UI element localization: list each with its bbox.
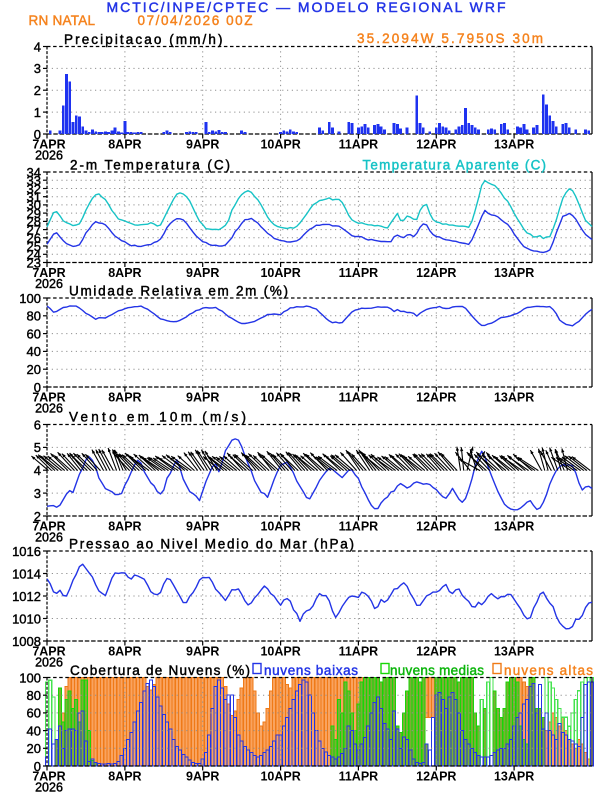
svg-text:7APR: 7APR [32,138,65,152]
svg-text:Temperatura Aparente (C): Temperatura Aparente (C) [363,158,547,173]
svg-text:4: 4 [34,463,41,478]
svg-text:23: 23 [27,255,41,270]
svg-text:31: 31 [27,190,41,205]
svg-text:10APR: 10APR [260,520,300,534]
svg-text:80: 80 [27,309,41,324]
svg-text:11APR: 11APR [339,266,379,280]
svg-text:5: 5 [34,440,41,455]
svg-text:40: 40 [27,723,41,738]
svg-text:13APR: 13APR [494,520,534,534]
svg-text:9APR: 9APR [186,770,219,784]
svg-text:MCTIC/INPE/CPTEC — MODELO REGI: MCTIC/INPE/CPTEC — MODELO REGIONAL WRF [107,0,506,15]
svg-text:nuvens baixas: nuvens baixas [264,663,358,678]
svg-text:24: 24 [27,247,41,262]
svg-text:40: 40 [27,344,41,359]
svg-text:7APR: 7APR [32,266,65,280]
svg-text:0: 0 [34,759,41,774]
svg-text:10APR: 10APR [260,645,300,659]
svg-text:8APR: 8APR [108,645,141,659]
svg-text:7APR: 7APR [32,520,65,534]
svg-text:2: 2 [34,509,41,524]
svg-text:9APR: 9APR [186,266,219,280]
svg-text:nuvens altas: nuvens altas [504,663,593,678]
svg-text:8APR: 8APR [108,266,141,280]
svg-text:12APR: 12APR [416,138,456,152]
svg-text:4: 4 [34,39,41,54]
svg-text:2026: 2026 [35,781,63,792]
svg-text:10APR: 10APR [260,391,300,405]
svg-text:12APR: 12APR [416,770,456,784]
svg-text:11APR: 11APR [339,391,379,405]
svg-text:0: 0 [34,380,41,395]
svg-text:12APR: 12APR [416,645,456,659]
svg-text:3: 3 [34,486,41,501]
svg-text:9APR: 9APR [186,391,219,405]
svg-text:13APR: 13APR [494,138,534,152]
svg-text:7APR: 7APR [32,645,65,659]
svg-text:12APR: 12APR [416,391,456,405]
svg-text:nuvens medias: nuvens medias [390,663,484,678]
svg-text:Pressao ao Nivel Medio do Mar: Pressao ao Nivel Medio do Mar (hPa) [69,537,354,552]
svg-text:13APR: 13APR [494,391,534,405]
svg-text:12APR: 12APR [416,266,456,280]
svg-text:7APR: 7APR [32,391,65,405]
svg-text:33: 33 [27,173,41,188]
svg-text:3: 3 [34,61,41,76]
svg-text:1016: 1016 [12,544,41,559]
svg-text:29: 29 [27,206,41,221]
svg-text:9APR: 9APR [186,520,219,534]
svg-text:1008: 1008 [12,634,41,649]
svg-text:26: 26 [27,231,41,246]
svg-text:13APR: 13APR [494,266,534,280]
svg-text:10APR: 10APR [260,138,300,152]
svg-text:11APR: 11APR [339,770,379,784]
svg-text:8APR: 8APR [108,770,141,784]
svg-text:1: 1 [34,105,41,120]
svg-text:13APR: 13APR [494,645,534,659]
svg-text:9APR: 9APR [186,138,219,152]
svg-text:12APR: 12APR [416,520,456,534]
svg-text:6: 6 [34,417,41,432]
svg-text:8APR: 8APR [108,138,141,152]
svg-text:2-m Temperatura (C): 2-m Temperatura (C) [70,158,230,173]
svg-text:60: 60 [27,706,41,721]
svg-text:80: 80 [27,688,41,703]
svg-text:0: 0 [34,127,41,142]
svg-text:100: 100 [19,670,41,685]
svg-text:25: 25 [27,239,41,254]
svg-text:10APR: 10APR [260,266,300,280]
svg-text:8APR: 8APR [108,391,141,405]
svg-text:RN NATAL: RN NATAL [29,13,96,28]
svg-text:Precipitacao (mm/h): Precipitacao (mm/h) [64,32,223,47]
svg-text:13APR: 13APR [494,770,534,784]
svg-text:1012: 1012 [12,589,41,604]
svg-text:11APR: 11APR [339,138,379,152]
svg-text:07/04/2026 00Z: 07/04/2026 00Z [138,13,253,28]
svg-text:2026: 2026 [35,656,63,670]
svg-text:2026: 2026 [35,402,63,416]
svg-text:10APR: 10APR [260,770,300,784]
svg-text:20: 20 [27,741,41,756]
svg-text:2026: 2026 [35,149,63,163]
svg-text:7APR: 7APR [32,770,65,784]
svg-text:60: 60 [27,326,41,341]
svg-text:11APR: 11APR [339,520,379,534]
svg-text:30: 30 [27,198,41,213]
svg-text:27: 27 [27,222,41,237]
svg-text:1014: 1014 [12,566,41,581]
svg-text:34: 34 [27,165,41,180]
svg-text:Umidade Relativa em 2m (%): Umidade Relativa em 2m (%) [69,284,288,299]
svg-text:100: 100 [19,291,41,306]
svg-text:1010: 1010 [12,611,41,626]
svg-text:9APR: 9APR [186,645,219,659]
svg-text:8APR: 8APR [108,520,141,534]
svg-text:Cobertura de Nuvens (%): Cobertura de Nuvens (%) [70,663,250,678]
svg-text:11APR: 11APR [339,645,379,659]
svg-text:2026: 2026 [35,277,63,291]
svg-text:2026: 2026 [35,531,63,545]
svg-text:2: 2 [34,83,41,98]
svg-text:32: 32 [27,181,41,196]
svg-text:20: 20 [27,362,41,377]
svg-text:28: 28 [27,214,41,229]
